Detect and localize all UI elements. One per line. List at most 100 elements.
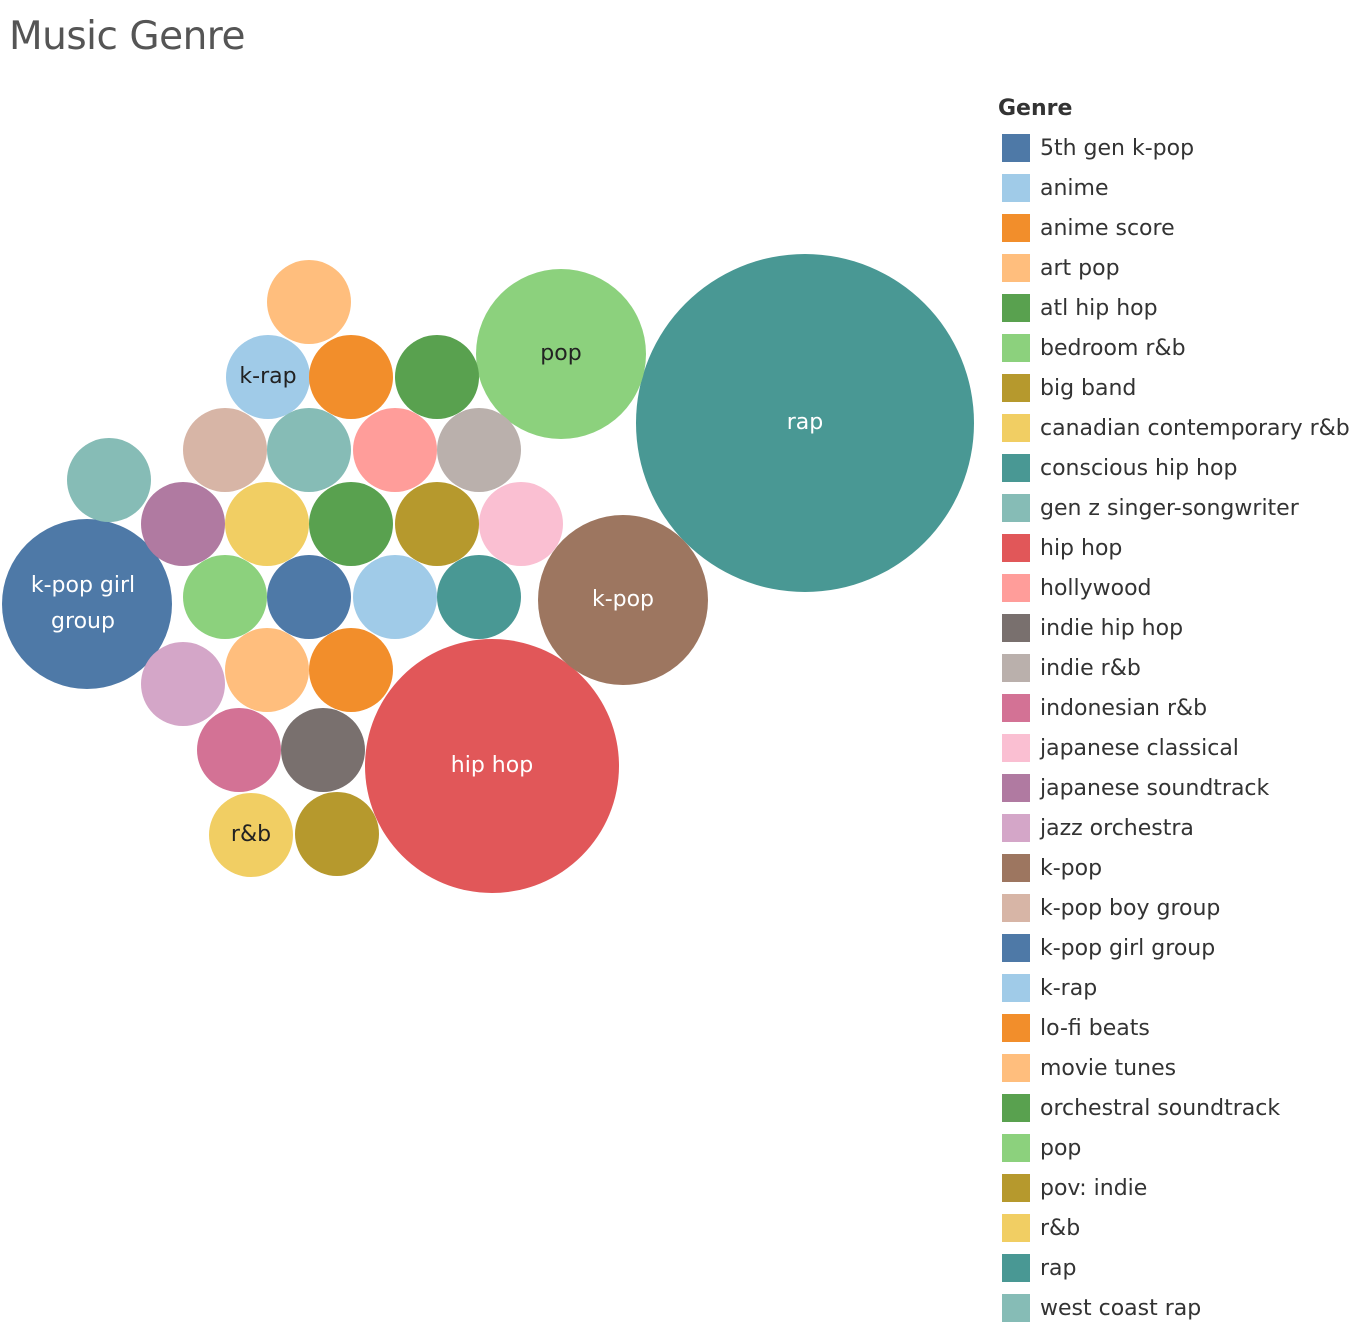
chart-title: Music Genre	[9, 14, 245, 59]
bubble-indie-r-b[interactable]	[437, 408, 521, 492]
bubble-label: r&b	[231, 822, 271, 847]
legend-swatch	[1002, 814, 1030, 842]
legend-item[interactable]: japanese classical	[998, 728, 1362, 768]
legend-item[interactable]: atl hip hop	[998, 288, 1362, 328]
legend-label: indie r&b	[1040, 655, 1141, 681]
bubble-bedroom-r-b[interactable]	[183, 555, 267, 639]
bubble-label: rap	[787, 410, 824, 435]
bubble-k-pop-boy-group[interactable]	[183, 408, 267, 492]
legend-item[interactable]: anime score	[998, 208, 1362, 248]
legend-swatch	[1002, 214, 1030, 242]
bubble-movie-tunes[interactable]	[225, 628, 309, 712]
legend-item[interactable]: 5th gen k-pop	[998, 128, 1362, 168]
legend-swatch	[1002, 414, 1030, 442]
legend-item[interactable]: rap	[998, 1248, 1362, 1288]
bubble-pop[interactable]	[476, 269, 646, 439]
legend-item[interactable]: orchestral soundtrack	[998, 1088, 1362, 1128]
bubble-conscious-hip-hop[interactable]	[437, 555, 521, 639]
legend-item[interactable]: conscious hip hop	[998, 448, 1362, 488]
bubble-indie-hip-hop[interactable]	[281, 708, 365, 792]
legend-label: conscious hip hop	[1040, 455, 1238, 481]
legend-item[interactable]: pop	[998, 1128, 1362, 1168]
legend-item[interactable]: lo-fi beats	[998, 1008, 1362, 1048]
legend-label: gen z singer-songwriter	[1040, 495, 1299, 521]
legend-swatch	[1002, 1014, 1030, 1042]
legend-label: movie tunes	[1040, 1055, 1177, 1081]
legend-item[interactable]: k-pop girl group	[998, 928, 1362, 968]
legend-item[interactable]: jazz orchestra	[998, 808, 1362, 848]
legend-items: 5th gen k-pop anime anime score art pop atl …	[998, 128, 1362, 1328]
bubble-orchestral-soundtrack[interactable]	[309, 482, 393, 566]
legend-item[interactable]: indonesian r&b	[998, 688, 1362, 728]
legend-swatch	[1002, 894, 1030, 922]
legend-label: indonesian r&b	[1040, 695, 1208, 721]
legend-item[interactable]: k-pop	[998, 848, 1362, 888]
bubble-atl-hip-hop[interactable]	[395, 335, 479, 419]
bubble-chart: rap hip hop pop k-pop k-pop girl group k-rap r&…	[2, 254, 974, 893]
bubble-pov-indie[interactable]	[395, 482, 479, 566]
legend-item[interactable]: movie tunes	[998, 1048, 1362, 1088]
bubble-k-pop-girl-group[interactable]	[2, 519, 172, 689]
legend-swatch	[1002, 494, 1030, 522]
bubble-japanese-soundtrack[interactable]	[141, 482, 225, 566]
legend-item[interactable]: gen z singer-songwriter	[998, 488, 1362, 528]
legend-swatch	[1002, 974, 1030, 1002]
legend-item[interactable]: japanese soundtrack	[998, 768, 1362, 808]
legend-item[interactable]: west coast rap	[998, 1288, 1362, 1328]
legend-item[interactable]: hip hop	[998, 528, 1362, 568]
legend-label: hollywood	[1040, 575, 1152, 601]
bubble-hip-hop[interactable]	[365, 639, 619, 893]
legend-swatch	[1002, 574, 1030, 602]
legend-label: k-pop	[1040, 855, 1103, 881]
legend-item[interactable]: pov: indie	[998, 1168, 1362, 1208]
legend-item[interactable]: indie r&b	[998, 648, 1362, 688]
legend-item[interactable]: k-rap	[998, 968, 1362, 1008]
legend-item[interactable]: hollywood	[998, 568, 1362, 608]
bubble-label: k-pop	[592, 587, 654, 612]
bubble-label: k-pop girl	[31, 573, 135, 598]
legend-swatch	[1002, 254, 1030, 282]
bubble-canadian-contemporary-r-b[interactable]	[225, 482, 309, 566]
legend-item[interactable]: r&b	[998, 1208, 1362, 1248]
legend-swatch	[1002, 334, 1030, 362]
bubble-west-coast-rap[interactable]	[267, 408, 351, 492]
bubble-anime-score[interactable]	[309, 628, 393, 712]
bubble-japanese-classical[interactable]	[479, 482, 563, 566]
bubble-big-band[interactable]	[295, 792, 379, 876]
bubble-label: k-rap	[239, 364, 296, 389]
bubble-5th-gen-k-pop[interactable]	[267, 555, 351, 639]
bubble-gen-z-singer-songwriter[interactable]	[67, 438, 151, 522]
bubble-lo-fi-beats[interactable]	[309, 335, 393, 419]
bubble-label: hip hop	[451, 753, 533, 778]
legend-item[interactable]: bedroom r&b	[998, 328, 1362, 368]
legend-label: k-pop boy group	[1040, 895, 1221, 921]
bubble-hollywood[interactable]	[353, 408, 437, 492]
legend-item[interactable]: anime	[998, 168, 1362, 208]
bubble-art-pop[interactable]	[267, 260, 351, 344]
bubble-k-pop[interactable]	[538, 515, 708, 685]
legend-swatch	[1002, 734, 1030, 762]
bubble-indonesian-r-b[interactable]	[197, 708, 281, 792]
bubble-anime[interactable]	[353, 555, 437, 639]
legend-label: west coast rap	[1040, 1295, 1202, 1321]
legend-item[interactable]: big band	[998, 368, 1362, 408]
legend-swatch	[1002, 1134, 1030, 1162]
legend-label: japanese classical	[1040, 735, 1239, 761]
legend-item[interactable]: art pop	[998, 248, 1362, 288]
bubble-rap[interactable]	[636, 254, 974, 592]
legend-swatch	[1002, 294, 1030, 322]
bubble-jazz-orchestra[interactable]	[141, 642, 225, 726]
legend-item[interactable]: indie hip hop	[998, 608, 1362, 648]
legend-swatch	[1002, 654, 1030, 682]
bubble-r-b[interactable]	[209, 793, 293, 877]
legend-label: rap	[1040, 1255, 1077, 1281]
bubble-label: group	[51, 609, 115, 634]
legend-label: pov: indie	[1040, 1175, 1148, 1201]
legend-label: canadian contemporary r&b	[1040, 415, 1350, 441]
legend-item[interactable]: k-pop boy group	[998, 888, 1362, 928]
legend-label: bedroom r&b	[1040, 335, 1186, 361]
legend-item[interactable]: canadian contemporary r&b	[998, 408, 1362, 448]
legend-label: hip hop	[1040, 535, 1123, 561]
bubble-k-rap[interactable]	[226, 335, 310, 419]
legend-swatch	[1002, 854, 1030, 882]
